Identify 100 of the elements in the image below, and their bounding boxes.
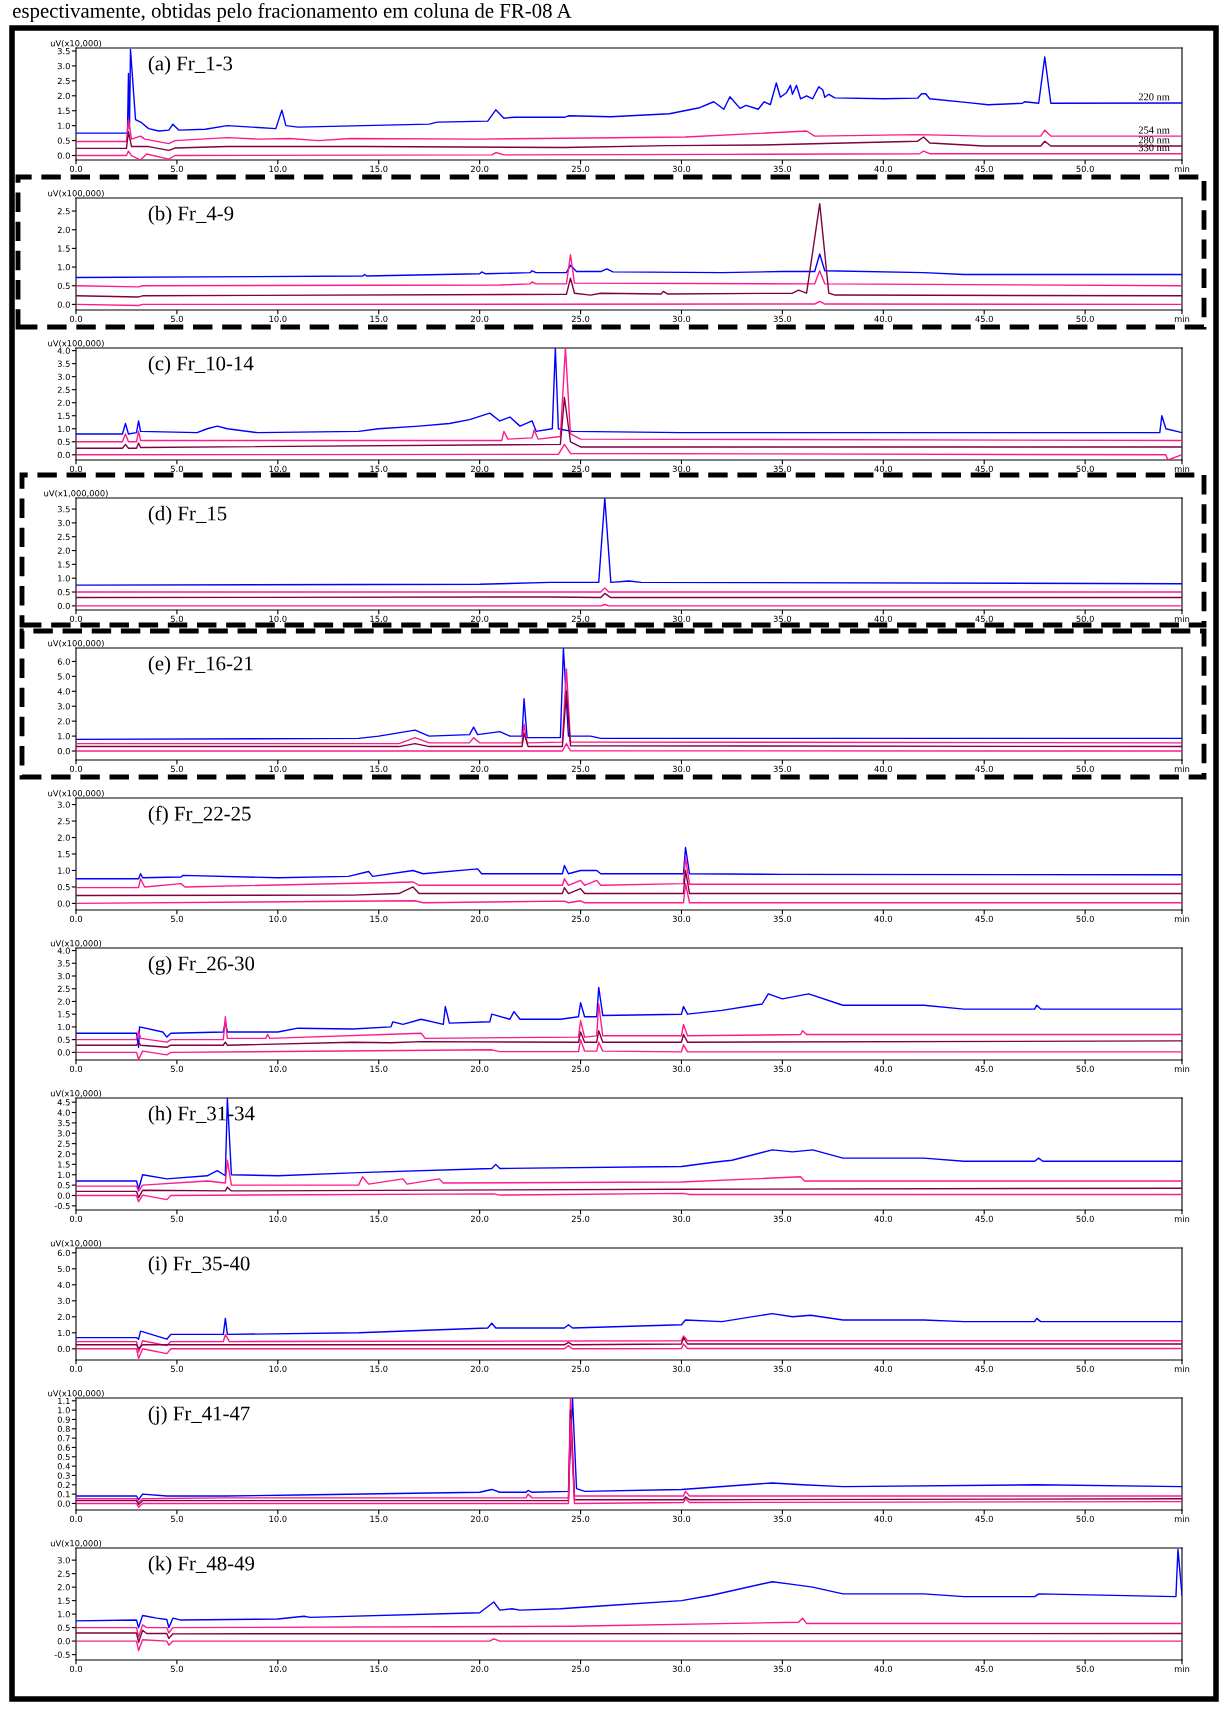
x-tick-label: 10.0 [269,915,287,923]
x-tick-label: 15.0 [370,765,388,773]
y-tick-label: 1.0 [58,867,70,874]
chart-title: (c) Fr_10-14 [148,355,254,375]
x-tick-label: 50.0 [1076,915,1094,923]
y-tick-label: 0.0 [57,1049,70,1056]
y-tick-label: 1.1 [58,1397,70,1404]
y-tick-label: 0.5 [57,1182,70,1189]
x-tick-label: 0.0 [69,1215,83,1223]
y-tick-label: 4.0 [57,347,70,354]
y-tick-label: 6.0 [57,1249,70,1257]
y-tick-label: 2.5 [57,1570,70,1577]
x-tick-label: min [1174,1215,1190,1222]
y-tick-label: 3.0 [57,62,70,70]
x-tick-label: 40.0 [874,615,893,623]
x-tick-label: 5.0 [170,1365,183,1373]
x-tick-label: 35.0 [773,1665,792,1673]
x-tick-label: 0.0 [69,1665,83,1673]
x-tick-label: 45.0 [975,615,993,623]
x-tick-label: 50.0 [1076,315,1094,323]
x-tick-label: min [1174,165,1190,172]
y-tick-label: 0.5 [57,137,70,144]
y-tick-label: 2.0 [57,998,70,1005]
x-tick-label: 0.0 [69,315,83,323]
chart-title: (d) Fr_15 [148,505,227,525]
x-tick-label: 10.0 [269,315,287,323]
y-tick-label: 0.4 [57,1463,70,1470]
x-tick-label: 40.0 [874,915,893,923]
y-tick-label: 2.0 [57,92,70,100]
x-tick-label: 30.0 [672,1515,691,1523]
y-tick-label: 2.5 [57,985,70,993]
x-tick-label: 25.0 [571,1065,590,1073]
y-tick-label: 3.0 [57,972,70,980]
y-tick-label: 1.0 [58,264,70,271]
line-series [76,846,1182,880]
y-tick-label: 1.5 [58,561,70,568]
x-tick-label: min [1174,915,1190,922]
chart-title: (e) Fr_16-21 [148,655,253,675]
y-tick-label: 1.0 [58,1329,70,1337]
x-tick-label: 10.0 [269,165,287,173]
x-tick-label: 35.0 [773,1365,792,1373]
y-tick-label: 1.5 [58,1161,70,1168]
x-tick-label: 5.0 [170,1515,183,1523]
x-tick-label: 20.0 [470,1665,489,1673]
x-tick-label: 30.0 [672,1065,691,1073]
y-tick-label: 2.0 [57,399,70,406]
x-tick-label: 45.0 [975,915,993,923]
x-tick-label: 20.0 [470,465,489,473]
x-tick-label: 5.0 [170,765,183,773]
line-series [76,202,1182,298]
y-tick-label: 1.0 [58,575,70,582]
x-tick-label: min [1174,1365,1190,1372]
y-tick-label: 3.0 [57,1130,70,1137]
chart-title: (g) Fr_26-30 [148,955,255,975]
y-axis-title: uV(x10,000) [50,1539,102,1548]
x-tick-label: 20.0 [470,915,489,923]
y-tick-label: 2.0 [57,834,70,841]
y-tick-label: 1.0 [58,1407,70,1414]
y-tick-label: 0.2 [57,1481,70,1489]
line-series [76,1186,1182,1199]
x-tick-label: 35.0 [773,165,792,173]
x-tick-label: 45.0 [975,165,993,173]
x-tick-label: min [1174,1065,1190,1072]
x-tick-label: 0.0 [69,1515,83,1523]
y-tick-label: 3.0 [57,1557,70,1564]
chart-title: (k) Fr_48-49 [148,1555,255,1575]
y-tick-label: 0.5 [57,883,70,891]
x-tick-label: 50.0 [1076,1515,1094,1523]
y-axis-title: uV(x10,000) [50,939,102,948]
y-tick-label: 1.5 [58,1597,70,1604]
y-tick-label: 2.0 [57,547,70,554]
x-tick-label: 30.0 [672,1215,691,1223]
x-tick-label: 20.0 [470,1515,489,1523]
line-series [76,1312,1182,1340]
line-series [76,1030,1182,1048]
x-tick-label: 45.0 [975,315,993,323]
x-tick-label: 30.0 [672,465,691,473]
x-tick-label: 5.0 [170,1065,183,1073]
chart-title: (j) Fr_41-47 [148,1405,250,1425]
y-tick-label: 1.5 [58,1011,70,1018]
line-series [76,986,1182,1048]
y-tick-label: 1.0 [58,122,70,129]
x-tick-label: 15.0 [370,165,388,173]
y-axis-title: uV(x100,000) [48,789,104,798]
x-tick-label: 40.0 [874,1515,893,1523]
x-tick-label: 30.0 [672,915,691,923]
x-tick-label: 0.0 [69,915,83,923]
y-tick-label: 2.5 [57,533,70,540]
line-series [76,1192,1182,1203]
x-tick-label: 25.0 [571,915,590,923]
y-tick-label: 0.0 [57,1500,70,1507]
y-tick-label: 0.1 [57,1491,70,1498]
y-axis-title: uV(x10,000) [50,39,102,48]
x-tick-label: min [1174,465,1190,472]
y-tick-label: 0.5 [57,1624,70,1631]
line-series [76,869,1182,897]
x-tick-label: 0.0 [69,765,83,773]
x-tick-label: 0.0 [69,465,83,473]
y-axis-title: uV(x100,000) [48,189,104,198]
x-tick-label: 45.0 [975,765,993,773]
